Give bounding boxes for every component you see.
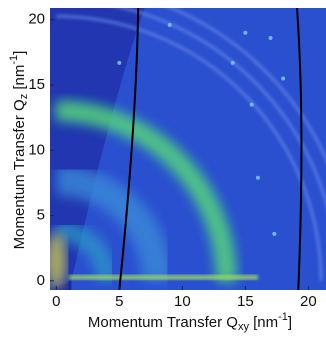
y-tick-label: 5 <box>37 207 45 224</box>
left-region <box>50 8 145 290</box>
bragg-spot <box>255 175 260 180</box>
y-tick-label: 20 <box>28 11 45 28</box>
ring <box>167 8 326 163</box>
y-tick-label: 10 <box>28 141 45 158</box>
ring <box>55 220 117 282</box>
detector-image <box>50 8 326 290</box>
x-tick-label: 20 <box>300 293 317 310</box>
bragg-spot <box>249 102 254 107</box>
horizon <box>68 274 258 280</box>
bragg-spot <box>117 60 122 65</box>
y-tick-label: 15 <box>28 76 45 93</box>
ring <box>116 8 326 208</box>
bragg-spot <box>230 60 235 65</box>
x-tick-label: 0 <box>52 293 60 310</box>
detector-gap <box>118 8 140 290</box>
x-tick-label: 10 <box>174 293 191 310</box>
x-tick-label: 5 <box>115 293 123 310</box>
bragg-spot <box>243 30 248 35</box>
ring <box>56 14 323 281</box>
bragg-spot <box>167 22 172 27</box>
bragg-spot <box>281 76 286 81</box>
ring <box>56 106 231 281</box>
bragg-spot <box>268 36 273 41</box>
bragg-spot <box>272 231 277 236</box>
x-axis-label: Momentum Transfer Qxy [nm-1] <box>88 311 292 333</box>
x-tick-label: 15 <box>237 293 254 310</box>
y-axis-label: Momentum Transfer Qz [nm-1] <box>8 51 30 250</box>
detector-gap <box>296 8 303 290</box>
beam-region <box>50 232 67 289</box>
y-tick-label: 0 <box>37 272 45 289</box>
